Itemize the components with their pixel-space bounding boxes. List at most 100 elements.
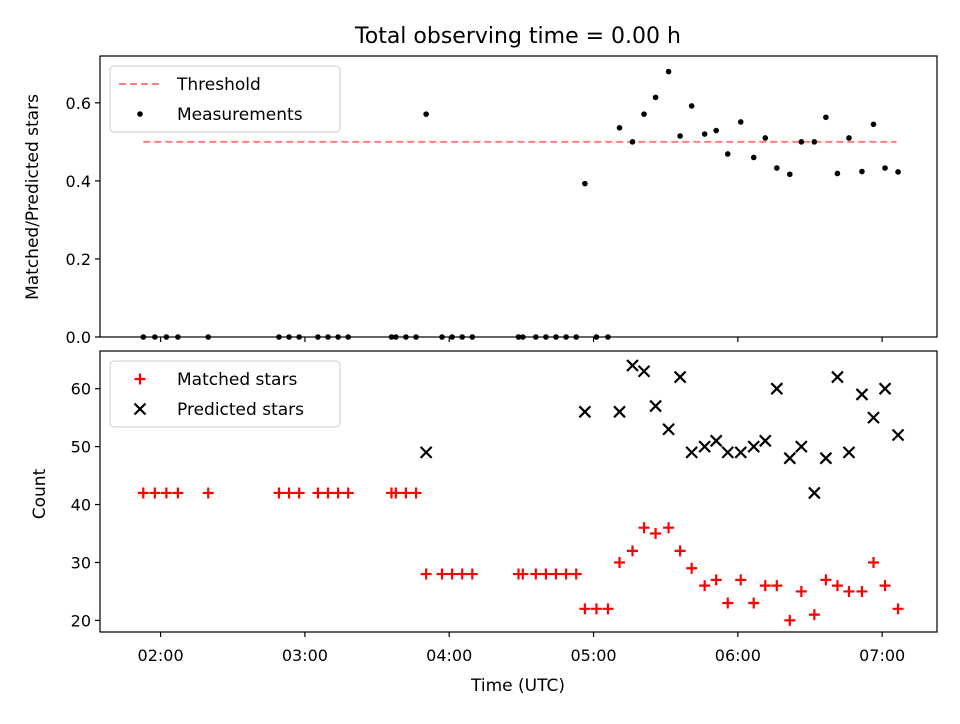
- measurement-point: [616, 125, 623, 131]
- predicted-stars-point: [770, 382, 784, 395]
- matched-stars-point: [759, 580, 771, 592]
- matched-stars-point: [137, 487, 149, 499]
- ratio-y-tick-label: 0.6: [66, 94, 91, 113]
- matched-stars-point: [332, 487, 344, 499]
- count-axes-frame: [99, 350, 938, 633]
- count-legend-box: [109, 360, 341, 428]
- ratio-legend-box: [109, 65, 341, 133]
- measurement-point: [774, 165, 780, 171]
- count-series-matched-stars: [137, 487, 904, 626]
- predicted-stars-point: [649, 399, 662, 413]
- matched-stars-point: [390, 487, 402, 499]
- predicted-stars-point: [891, 428, 905, 442]
- count-axes-ticks: 20 30 40 50 60 02:00 03:00 04:00 05:00 06:00 07:00: [71, 380, 906, 665]
- matched-stars-point: [466, 568, 478, 580]
- measurement-point: [798, 139, 805, 145]
- legend-measurements-swatch: [137, 111, 143, 117]
- predicted-stars-point: [626, 359, 639, 372]
- predicted-stars-point: [673, 370, 687, 384]
- measurement-point: [665, 68, 672, 75]
- matched-stars-point: [771, 580, 783, 592]
- ratio-y-tick-label: 0.0: [66, 328, 91, 347]
- count-x-tick-label: 02:00: [138, 646, 184, 665]
- measurement-point: [834, 170, 841, 177]
- predicted-stars-point: [662, 422, 675, 436]
- count-x-tick-label: 06:00: [715, 646, 761, 665]
- measurement-point: [582, 180, 588, 187]
- measurement-point: [688, 103, 695, 109]
- matched-stars-point: [312, 487, 324, 499]
- measurement-point: [762, 135, 769, 141]
- matched-stars-point: [663, 522, 675, 534]
- measurement-point: [724, 151, 731, 157]
- predicted-stars-point: [819, 451, 833, 465]
- matched-stars-point: [456, 568, 468, 580]
- matched-stars-point: [638, 522, 650, 534]
- predicted-stars-point: [747, 440, 761, 453]
- count-y-tick-label: 20: [71, 611, 91, 630]
- matched-stars-point: [517, 568, 529, 580]
- ratio-axes-ticks: 0.0 0.2 0.4 0.6: [66, 94, 883, 347]
- count-y-tick-label: 60: [71, 380, 91, 399]
- count-legend: Matched stars Predicted stars: [109, 360, 341, 428]
- matched-stars-point: [627, 545, 639, 557]
- predicted-stars-point: [734, 446, 748, 459]
- ratio-y-tick-label: 0.2: [66, 250, 91, 269]
- predicted-stars-point: [419, 446, 433, 459]
- measurement-point: [641, 111, 647, 117]
- measurement-point: [846, 135, 852, 141]
- legend-label-threshold: Threshold: [176, 75, 261, 95]
- predicted-stars-point: [842, 446, 856, 459]
- predicted-stars-point: [685, 446, 698, 459]
- matched-stars-point: [808, 609, 820, 621]
- matched-stars-point: [843, 585, 855, 597]
- count-y-axis-label: Count: [30, 468, 50, 519]
- matched-stars-point: [436, 568, 448, 580]
- matched-stars-point: [410, 487, 422, 499]
- matched-stars-point: [856, 585, 868, 597]
- count-panel: 20 30 40 50 60 02:00 03:00 04:00 05:00 06:00 07:00…: [30, 350, 938, 696]
- measurement-point: [895, 169, 901, 175]
- measurement-point: [787, 171, 793, 178]
- matched-stars-point: [602, 603, 614, 615]
- matched-stars-point: [570, 568, 582, 580]
- matched-stars-point: [560, 568, 572, 580]
- ratio-axes-frame: [99, 55, 938, 338]
- measurement-point: [882, 165, 888, 171]
- matched-stars-point: [172, 487, 184, 499]
- legend-predicted-stars-swatch: [133, 402, 147, 416]
- matched-stars-point: [342, 487, 354, 499]
- matched-stars-point: [748, 597, 760, 609]
- matched-stars-point: [820, 574, 832, 586]
- matched-stars-point: [784, 614, 796, 626]
- count-series-predicted-stars: [419, 359, 905, 500]
- matched-stars-point: [735, 574, 747, 586]
- measurement-point: [713, 127, 720, 134]
- count-x-tick-label: 05:00: [570, 646, 616, 665]
- predicted-stars-point: [831, 370, 844, 384]
- legend-matched-stars-swatch: [134, 373, 146, 385]
- matched-stars-point: [530, 568, 542, 580]
- predicted-stars-point: [698, 440, 711, 453]
- measurement-point: [652, 94, 659, 101]
- matched-stars-point: [686, 562, 698, 574]
- measurement-point: [629, 139, 636, 145]
- measurement-point: [811, 139, 818, 145]
- ratio-legend: Threshold Measurements: [109, 65, 341, 133]
- measurement-point: [737, 119, 744, 125]
- matched-stars-point: [879, 580, 891, 592]
- ratio-y-tick-label: 0.4: [66, 172, 91, 191]
- matched-stars-point: [699, 580, 711, 592]
- legend-label-measurements: Measurements: [177, 105, 303, 125]
- matched-stars-point: [293, 487, 305, 499]
- predicted-stars-point: [709, 434, 723, 448]
- measurement-point: [423, 111, 429, 117]
- matched-stars-point: [202, 487, 214, 499]
- matched-stars-point: [149, 487, 161, 499]
- count-x-tick-label: 03:00: [282, 646, 328, 665]
- predicted-stars-point: [637, 365, 651, 378]
- matched-stars-point: [540, 568, 552, 580]
- count-y-tick-label: 40: [71, 496, 91, 515]
- measurement-point: [701, 131, 708, 137]
- matched-stars-point: [420, 568, 432, 580]
